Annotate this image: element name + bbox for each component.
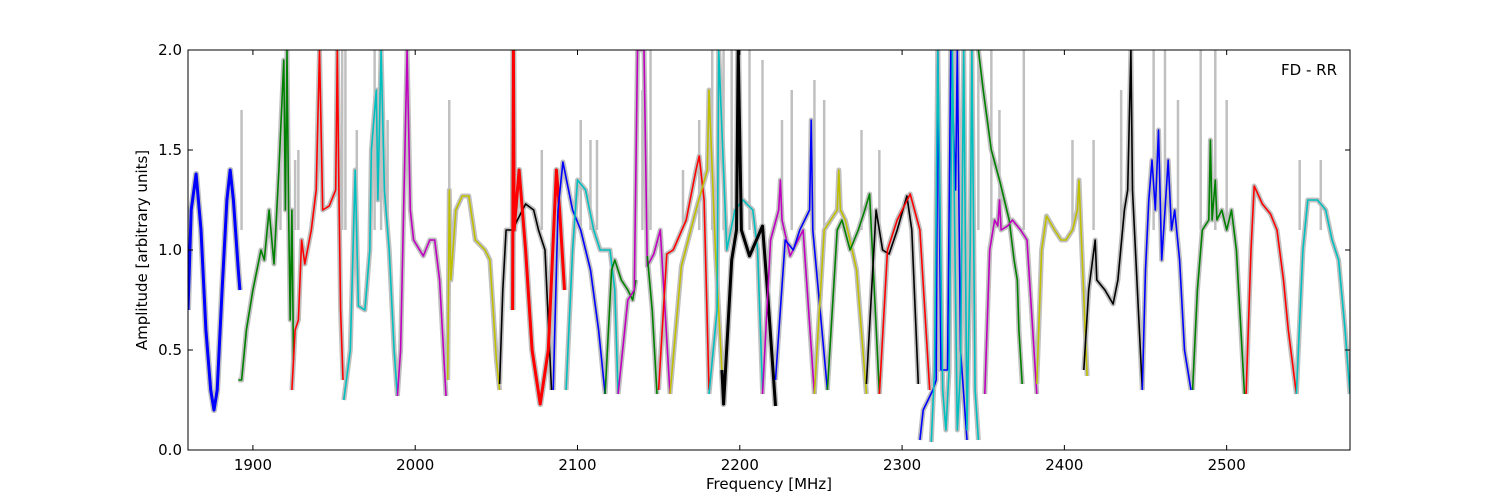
- series-line-16: [720, 50, 777, 407]
- series-line-32: [1295, 199, 1350, 395]
- series-line-22: [878, 193, 931, 395]
- x-tick-label: 2100: [558, 456, 596, 474]
- annotation-label: FD - RR: [1281, 61, 1337, 79]
- series-line-20: [826, 193, 881, 395]
- series-line-2: [291, 50, 344, 391]
- y-tick-label: 1.0: [158, 241, 182, 259]
- x-tick-label: 2500: [1208, 456, 1246, 474]
- y-tick-label: 0.5: [158, 341, 182, 359]
- series-line-31: [1245, 185, 1298, 395]
- series-line-10: [604, 259, 637, 395]
- background-trace-segment: [188, 167, 243, 413]
- series-line-21: [865, 195, 920, 385]
- y-tick-label: 2.0: [158, 41, 182, 59]
- series-line-3: [343, 50, 399, 401]
- x-tick-label: 2400: [1045, 456, 1083, 474]
- background-trace-segment: [773, 117, 830, 391]
- y-axis-title: Amplitude [arbitrary units]: [133, 150, 151, 350]
- series-line-14: [669, 89, 723, 395]
- series-line-5: [446, 189, 501, 391]
- background-trace-segment: [394, 50, 449, 397]
- series-line-11: [617, 50, 671, 395]
- series-line-0: [188, 168, 242, 412]
- y-tick-label: 1.5: [158, 141, 182, 159]
- series-line-15: [708, 50, 764, 395]
- background-trace-segment: [1139, 127, 1194, 391]
- series-line-23: [919, 50, 968, 441]
- series-line-7: [511, 50, 566, 406]
- x-tick-label: 2200: [721, 456, 759, 474]
- series-line-25: [977, 50, 1023, 385]
- ticks: 1900 2000 2100 2200 2300 2400 2500 0.0 0.5 1.0 1.5…: [158, 41, 1350, 474]
- series-line-9: [565, 179, 619, 395]
- series-line-4: [396, 50, 447, 397]
- series-line-19: [813, 169, 868, 395]
- series-line-24: [930, 50, 980, 443]
- series-line-12: [646, 255, 658, 395]
- x-tick-label: 1900: [234, 456, 272, 474]
- y-tick-label: 0.0: [158, 441, 182, 459]
- series-line-29: [1141, 129, 1192, 391]
- series-line-26: [984, 199, 1038, 395]
- series-line-27: [1036, 179, 1088, 385]
- x-axis-title: Frequency [MHz]: [706, 475, 832, 493]
- series-line-28: [1083, 50, 1144, 391]
- series-line-18: [774, 119, 829, 391]
- series-line-17: [761, 179, 816, 395]
- series-line-8: [552, 161, 606, 395]
- x-tick-label: 2000: [396, 456, 434, 474]
- background-trace-segment: [876, 191, 933, 395]
- series-line-13: [657, 155, 710, 391]
- background-trace: [188, 50, 1350, 443]
- series-layer: [188, 50, 1350, 443]
- series-line-30: [1191, 139, 1246, 395]
- series-line-1: [238, 50, 295, 381]
- x-tick-label: 2300: [883, 456, 921, 474]
